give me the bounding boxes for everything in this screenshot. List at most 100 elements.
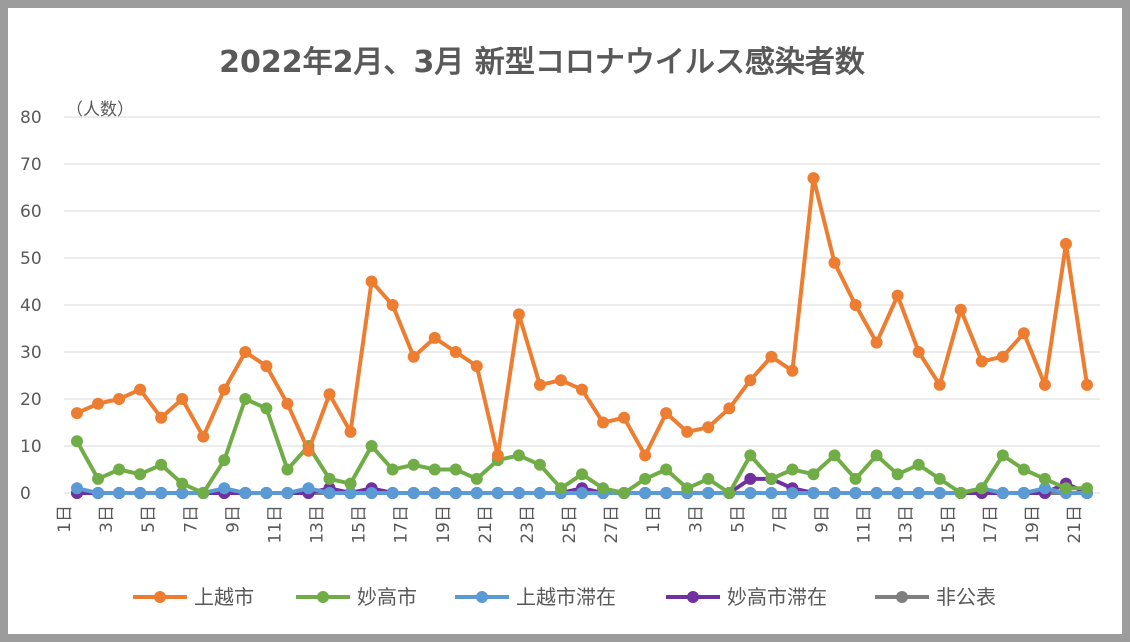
x-tick-label: 11日 — [855, 505, 875, 544]
data-point — [386, 463, 399, 476]
data-point — [449, 487, 462, 499]
data-point — [365, 275, 378, 288]
data-point — [155, 458, 168, 471]
data-point — [407, 350, 420, 363]
data-point — [828, 487, 841, 499]
legend-label: 妙高市 — [357, 585, 417, 609]
data-point — [344, 487, 357, 499]
legend-swatch-marker — [687, 591, 699, 603]
x-tick-label: 23日 — [518, 505, 538, 544]
legend-label: 妙高市滞在 — [727, 585, 827, 609]
data-point — [744, 449, 757, 462]
line-chart: 2022年2月、3月 新型コロナウイルス感染者数 （人数） 0 10 20 30 40 5… — [20, 45, 1100, 609]
x-axis-ticks: 1日 3日 5日 7日 9日 11日 13日 15日 17日 19日 21日 23日 25日 27日 1日 3… — [55, 505, 1085, 544]
chart-frame: 2022年2月、3月 新型コロナウイルス感染者数 （人数） 0 10 20 30 40 5… — [8, 8, 1122, 634]
x-tick-label: 3日 — [97, 505, 117, 533]
data-point — [639, 472, 652, 485]
legend-swatch-marker — [476, 591, 488, 603]
data-point — [533, 487, 546, 499]
data-point — [239, 393, 252, 405]
data-point — [954, 303, 967, 316]
data-point — [239, 487, 252, 499]
data-point — [197, 430, 210, 443]
x-tick-label: 17日 — [392, 505, 412, 544]
data-point — [765, 472, 778, 485]
x-tick-label: 1日 — [644, 505, 664, 533]
data-point — [618, 487, 631, 499]
x-tick-label: 15日 — [939, 505, 959, 544]
data-point — [702, 472, 715, 485]
data-point — [470, 472, 483, 485]
legend: 上越市 妙高市 上越市滞在 妙高市滞在 非公表 — [133, 585, 996, 609]
legend-item: 妙高市 — [296, 585, 417, 609]
data-point — [155, 411, 168, 424]
data-point — [512, 487, 525, 499]
data-point — [849, 472, 862, 485]
data-point — [113, 487, 126, 499]
y-tick-label: 50 — [20, 249, 42, 269]
y-tick-label: 70 — [20, 155, 42, 175]
data-point — [176, 487, 189, 499]
data-point — [765, 487, 778, 499]
x-tick-label: 7日 — [770, 505, 790, 533]
data-point — [365, 487, 378, 499]
data-point — [365, 440, 378, 452]
data-point — [218, 454, 231, 467]
data-point — [197, 487, 210, 499]
data-point — [912, 346, 925, 358]
data-point — [155, 487, 168, 499]
data-point — [744, 472, 757, 485]
data-point — [996, 487, 1009, 499]
data-point — [533, 378, 546, 391]
data-point — [828, 256, 841, 269]
data-point — [260, 402, 273, 415]
x-tick-label: 21日 — [476, 505, 496, 544]
data-point — [891, 289, 904, 302]
data-point — [428, 463, 441, 476]
data-point — [71, 407, 83, 420]
data-point — [134, 468, 147, 481]
data-point — [996, 350, 1009, 363]
series-line — [76, 176, 1089, 458]
data-point — [71, 435, 83, 448]
data-point — [765, 350, 778, 363]
legend-item: 妙高市滞在 — [666, 585, 827, 609]
data-point — [1017, 327, 1030, 340]
data-point — [281, 487, 294, 499]
data-point — [323, 472, 336, 485]
data-point — [1059, 482, 1072, 495]
data-point — [933, 487, 946, 499]
data-point — [1038, 482, 1051, 495]
y-tick-label: 20 — [20, 390, 42, 410]
data-point — [92, 472, 105, 485]
data-point — [470, 360, 483, 373]
data-point — [344, 477, 357, 490]
data-point — [134, 487, 147, 499]
data-point — [92, 487, 105, 499]
x-tick-label: 19日 — [434, 505, 454, 544]
data-point — [744, 487, 757, 499]
x-tick-label: 15日 — [350, 505, 370, 544]
data-point — [176, 393, 189, 405]
data-point — [71, 482, 83, 495]
y-tick-label: 0 — [20, 484, 31, 504]
data-point — [428, 487, 441, 499]
data-point — [681, 425, 694, 438]
data-point — [786, 463, 799, 476]
data-point — [807, 172, 820, 185]
data-point — [807, 487, 820, 499]
x-tick-label: 5日 — [139, 505, 159, 533]
data-point — [449, 346, 462, 358]
data-point — [92, 397, 105, 410]
data-point — [576, 383, 588, 396]
data-point — [323, 487, 336, 499]
data-point — [975, 355, 988, 368]
legend-label: 上越市滞在 — [516, 585, 616, 609]
data-point — [176, 477, 189, 490]
data-point — [449, 463, 462, 476]
data-point — [912, 458, 925, 471]
y-unit-label: （人数） — [66, 100, 134, 120]
data-point — [1017, 487, 1030, 499]
data-point — [744, 374, 757, 387]
gridlines — [64, 116, 1100, 494]
